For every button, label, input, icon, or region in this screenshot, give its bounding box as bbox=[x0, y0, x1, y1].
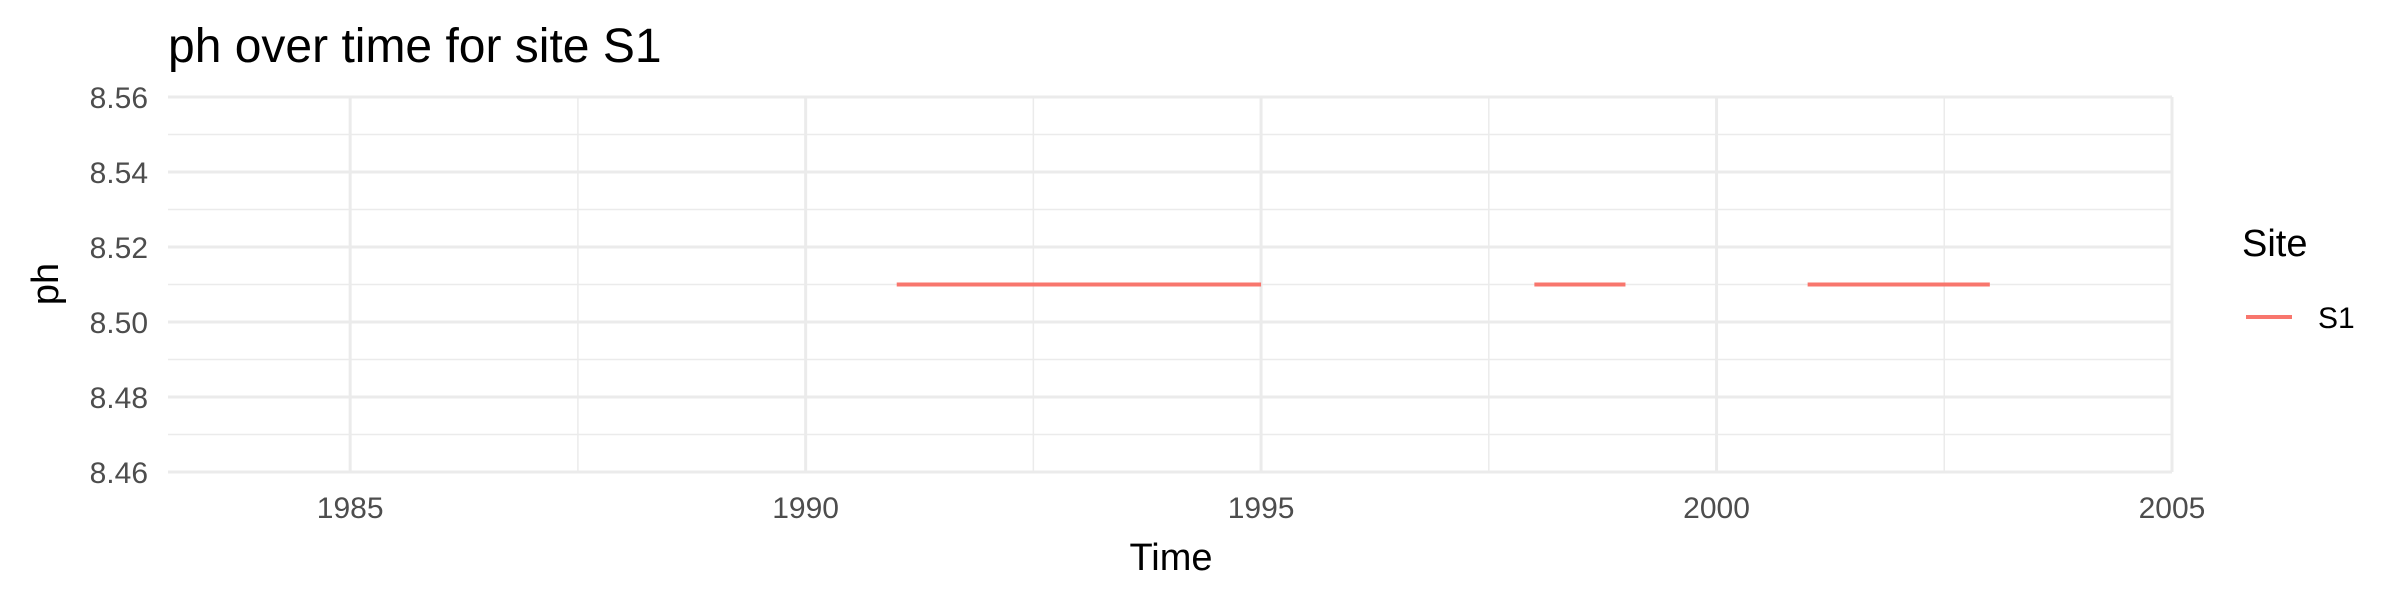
grid-major bbox=[168, 95, 2174, 474]
legend-label-s1: S1 bbox=[2318, 302, 2355, 335]
x-tick-label: 2005 bbox=[2139, 492, 2206, 525]
x-tick-label: 2000 bbox=[1683, 492, 1750, 525]
legend-title: Site bbox=[2242, 223, 2307, 265]
x-tick-label: 1990 bbox=[772, 492, 839, 525]
y-tick-label: 8.56 bbox=[90, 82, 148, 115]
chart-title: ph over time for site S1 bbox=[168, 20, 662, 73]
y-axis-label: ph bbox=[25, 263, 67, 305]
x-axis-label: Time bbox=[1129, 537, 1212, 579]
y-tick-label: 8.50 bbox=[90, 307, 148, 340]
legend: Site S1 bbox=[2242, 223, 2355, 335]
x-axis-ticks: 1985 1990 1995 2000 2005 bbox=[317, 492, 2206, 525]
x-tick-label: 1985 bbox=[317, 492, 384, 525]
x-tick-label: 1995 bbox=[1228, 492, 1295, 525]
y-axis-ticks: 8.46 8.48 8.50 8.52 8.54 8.56 bbox=[90, 82, 148, 490]
y-tick-label: 8.52 bbox=[90, 232, 148, 265]
y-tick-label: 8.48 bbox=[90, 382, 148, 415]
y-tick-label: 8.54 bbox=[90, 157, 148, 190]
y-tick-label: 8.46 bbox=[90, 457, 148, 490]
